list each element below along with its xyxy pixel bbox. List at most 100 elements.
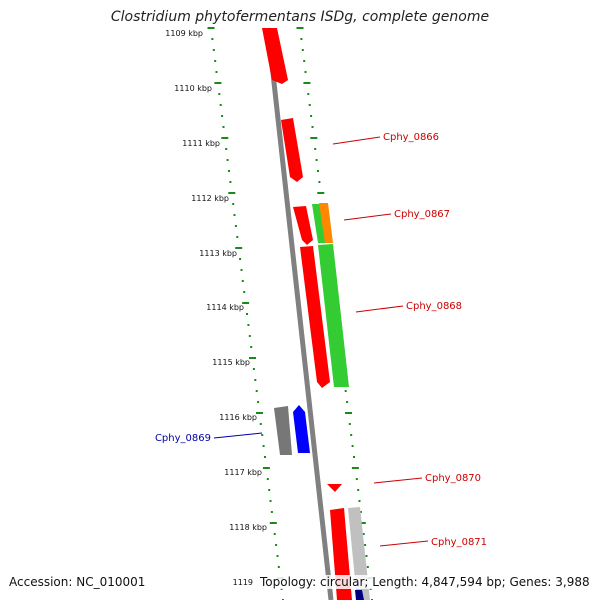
right-track-tick [344,390,347,392]
left-track-tick [239,258,242,260]
left-track-tick [207,27,215,29]
kbp-label: 1115 kbp [212,358,250,367]
right-track-tick [311,126,314,128]
kbp-label: 1112 kbp [191,194,229,203]
right-track-tick [308,104,311,106]
kbp-label: 1113 kbp [199,249,237,258]
left-track-tick [211,38,214,40]
left-track-tick [228,192,236,194]
left-track-tick [256,412,263,414]
left-track-tick [275,544,278,546]
left-track-tick [247,324,250,326]
track-dots [207,27,373,600]
gene-arrow-cphy-0868[interactable] [318,244,349,387]
right-track-tick [345,412,352,414]
left-track-tick [234,225,237,227]
left-track-tick [233,214,236,216]
accession-label: Accession: NC_010001 [9,575,146,589]
left-track-tick [232,203,235,205]
left-track-tick [225,148,228,150]
left-track-tick [222,126,225,128]
left-track-tick [214,82,222,84]
gene-label-cphy-0867[interactable]: Cphy_0867 [394,209,450,220]
gene-arrow-red-1[interactable] [262,28,288,84]
right-track-tick [300,38,303,40]
right-track-tick [310,137,318,139]
gene-arrow-green-small[interactable] [312,204,326,243]
left-track-tick [241,280,244,282]
kbp-label: 1114 kbp [206,303,244,312]
right-track-tick [365,555,368,557]
left-track-tick [262,467,270,469]
left-track-tick [266,478,269,480]
left-track-tick [261,434,264,436]
left-track-tick [228,170,230,172]
left-track-tick [215,71,218,73]
right-track-tick [351,467,359,469]
right-track-tick [307,93,310,95]
left-track-tick [250,346,253,348]
right-track-tick [304,71,307,73]
gene-label-cphy-0866[interactable]: Cphy_0866 [383,132,439,143]
right-track-tick [310,115,313,117]
left-track-tick [214,60,217,62]
left-track-tick [270,511,273,513]
gene-arrow-cphy-0866[interactable] [281,118,303,182]
left-track-tick [240,269,243,271]
left-track-tick [273,533,276,535]
kbp-label: 1118 kbp [229,523,267,532]
gene-label-cphy-0869[interactable]: Cphy_0869 [155,433,211,444]
left-track-tick [212,49,215,51]
right-track-tick [303,60,306,62]
left-track-tick [236,236,239,238]
gene-arrow-cphy-0870[interactable] [327,484,342,492]
left-track-tick [264,456,266,458]
kbp-label: 1111 kbp [182,139,220,148]
left-track-tick [252,368,255,370]
right-track-tick [357,489,360,491]
gene-arrow-red-4[interactable] [300,246,330,388]
left-track-tick [243,291,246,293]
left-track-tick [269,500,272,502]
gene-arrow-navy[interactable] [355,590,364,600]
right-track-tick [358,522,366,524]
left-track-tick [221,137,229,139]
kbp-label: 1110 kbp [174,84,212,93]
gene-arrow-cphy-0867[interactable] [319,203,333,243]
left-track-tick [280,588,283,590]
callout-line [379,540,429,547]
kbp-label: 1117 kbp [224,468,262,477]
right-track-tick [350,434,353,436]
right-track-tick [351,445,354,447]
left-track-tick [269,522,277,524]
right-track-tick [359,511,362,513]
gene-arrow-red-3[interactable] [293,206,313,245]
right-track-tick [314,148,317,150]
left-track-tick [218,93,221,95]
left-track-tick [277,566,280,568]
right-track-tick [366,566,369,568]
left-track-tick [254,379,257,381]
left-track-tick [229,181,232,183]
genome-backbone [265,27,334,600]
gene-label-cphy-0870[interactable]: Cphy_0870 [425,473,481,484]
right-track-tick [358,500,361,502]
gene-arrow-gray-pair[interactable] [274,406,292,455]
kbp-label: 1119 [233,578,253,587]
left-track-tick [221,115,224,117]
right-track-tick [296,27,304,29]
left-track-tick [276,555,279,557]
right-track-tick [355,478,358,480]
gene-label-cphy-0868[interactable]: Cphy_0868 [406,301,462,312]
left-track-tick [242,302,250,304]
gene-label-cphy-0871[interactable]: Cphy_0871 [431,537,487,548]
left-track-tick [249,357,256,359]
left-track-tick [219,104,222,106]
kbp-label: 1116 kbp [219,413,257,422]
right-track-tick [303,82,311,84]
right-track-tick [346,401,349,403]
left-track-tick [268,489,271,491]
left-track-tick [255,390,258,392]
gene-arrow-cphy-0869[interactable] [293,405,310,453]
